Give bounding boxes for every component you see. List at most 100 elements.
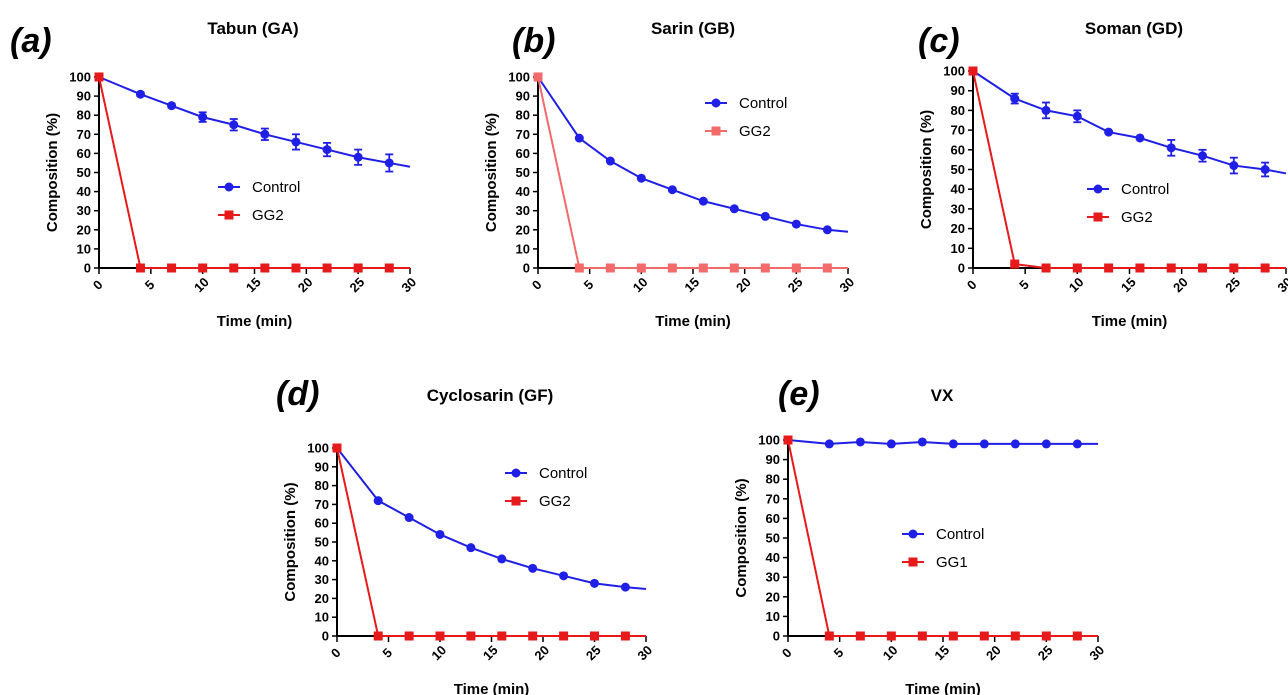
y-tick-label: 50	[951, 162, 965, 177]
data-point	[384, 263, 394, 273]
data-point	[620, 582, 630, 592]
data-point	[1072, 111, 1082, 121]
legend-marker	[908, 557, 918, 567]
data-point	[322, 145, 332, 155]
data-point	[435, 631, 445, 641]
data-point	[590, 578, 599, 588]
data-point	[135, 89, 145, 99]
data-point	[1198, 151, 1208, 161]
legend-item-gg1: GG1	[902, 554, 968, 571]
x-tick-label: 15	[681, 274, 702, 295]
data-point	[322, 263, 332, 273]
y-tick-label: 10	[766, 609, 780, 624]
data-point	[855, 437, 865, 447]
x-tick-label: 5	[581, 277, 597, 293]
y-tick-label: 60	[77, 146, 91, 161]
y-tick-label: 50	[315, 535, 329, 550]
data-point	[373, 496, 383, 506]
x-tick-label: 15	[480, 642, 501, 663]
data-point	[384, 158, 394, 168]
data-point	[1135, 263, 1145, 273]
x-tick-label: 5	[142, 277, 158, 293]
data-point	[332, 443, 342, 453]
y-tick-label: 70	[315, 497, 329, 512]
y-tick-label: 20	[766, 589, 780, 604]
x-tick-label: 0	[779, 645, 795, 661]
chart-panel-2: (b) Sarin (GB) 0 10 20 30 40 50 60 70 80 90 100 0 5 10 1…	[483, 19, 857, 330]
data-point	[291, 263, 301, 273]
x-tick-label: 0	[529, 277, 545, 293]
legend-marker	[1093, 212, 1103, 222]
y-tick-label: 40	[77, 184, 91, 199]
data-point	[791, 219, 801, 229]
data-point	[791, 263, 801, 273]
data-point	[466, 631, 476, 641]
data-point	[822, 225, 832, 235]
panel-label: (e)	[778, 375, 820, 413]
chart-title: Cyclosarin (GF)	[427, 386, 554, 405]
legend-item-gg2: GG2	[218, 207, 284, 224]
y-tick-label: 100	[758, 433, 780, 448]
y-tick-label: 0	[84, 261, 91, 276]
data-point	[667, 263, 677, 273]
y-tick-label: 100	[508, 70, 530, 85]
legend-label: GG2	[252, 207, 284, 224]
y-tick-label: 40	[516, 184, 530, 199]
chart-panel-3: (c) Soman (GD) 0 10 20 30 40 50 60 70 80 90 100 0 5 10 1…	[918, 19, 1288, 330]
data-point	[948, 631, 958, 641]
chart-panel-1: (a) Tabun (GA) 0 10 20 30 40 50 60 70 80 90 100 0 5 10 1…	[10, 19, 419, 330]
panel-label: (b)	[512, 22, 555, 60]
legend-label: GG1	[936, 554, 968, 571]
data-point	[404, 631, 414, 641]
y-tick-label: 50	[766, 531, 780, 546]
y-tick-label: 70	[766, 491, 780, 506]
y-tick-label: 50	[516, 165, 530, 180]
legend-marker	[711, 126, 721, 136]
x-tick-label: 30	[634, 642, 655, 663]
y-tick-label: 60	[516, 146, 530, 161]
series-line	[537, 76, 849, 233]
data-point	[1229, 161, 1239, 171]
data-point	[1072, 263, 1082, 273]
data-point	[698, 196, 708, 206]
data-point	[729, 263, 739, 273]
legend-marker	[511, 496, 521, 506]
y-tick-label: 10	[315, 610, 329, 625]
data-point	[1010, 259, 1020, 269]
series-line	[98, 76, 411, 168]
data-point	[760, 263, 770, 273]
y-axis-title: Composition (%)	[733, 478, 750, 597]
data-point	[1072, 439, 1082, 449]
y-tick-label: 90	[77, 89, 91, 104]
y-tick-label: 20	[951, 221, 965, 236]
panel-label: (c)	[918, 22, 960, 60]
data-point	[559, 571, 569, 581]
data-point	[528, 563, 538, 573]
series-line	[336, 447, 647, 590]
x-tick-label: 0	[90, 277, 106, 293]
data-point	[1135, 133, 1145, 143]
data-point	[729, 204, 739, 214]
y-tick-label: 20	[77, 222, 91, 237]
data-point	[353, 152, 363, 162]
data-point	[698, 263, 708, 273]
legend-label: GG2	[739, 123, 771, 140]
x-tick-label: 10	[428, 642, 449, 663]
data-point	[979, 439, 989, 449]
y-tick-label: 20	[315, 591, 329, 606]
legend-label: Control	[739, 95, 787, 112]
data-point	[353, 263, 363, 273]
series-control	[533, 72, 849, 235]
chart-title: Soman (GD)	[1085, 19, 1183, 38]
series-line	[972, 70, 1287, 175]
x-tick-label: 30	[398, 274, 419, 295]
data-point	[886, 439, 896, 449]
legend-label: Control	[936, 526, 984, 543]
data-point	[855, 631, 865, 641]
series-line	[537, 76, 848, 269]
x-tick-label: 25	[1222, 274, 1243, 295]
y-tick-label: 90	[951, 83, 965, 98]
series-gg2	[533, 72, 848, 273]
data-point	[1010, 439, 1020, 449]
data-point	[1229, 263, 1239, 273]
